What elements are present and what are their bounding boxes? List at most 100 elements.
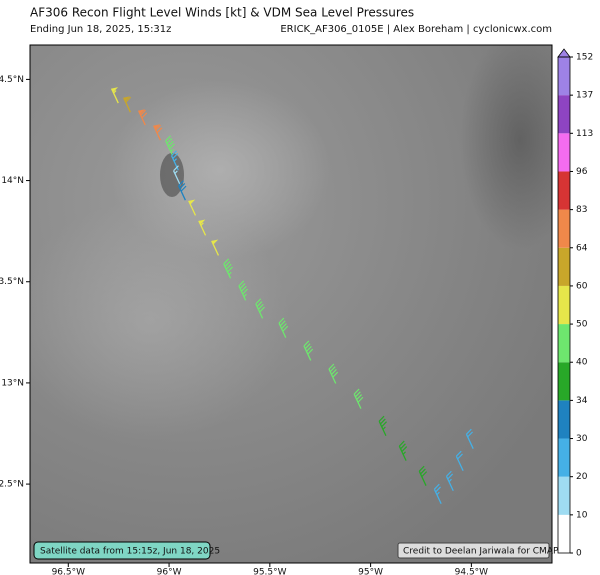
- colorbar-frame: [557, 56, 571, 554]
- barb-feather: [239, 283, 246, 289]
- colorbar-segment: [558, 476, 570, 515]
- x-tick-label: 95°W: [358, 568, 383, 575]
- barb-feather: [165, 135, 172, 142]
- subtitle-left: Ending Jun 18, 2025, 15:31z: [30, 24, 171, 35]
- barb-feather: [169, 143, 175, 150]
- barb-feather: [433, 483, 440, 490]
- colorbar-segment: [558, 324, 570, 363]
- barb-feather: [331, 369, 337, 375]
- wind-barb: [465, 428, 474, 449]
- barb-half: [173, 158, 177, 162]
- wind-barb: [188, 199, 197, 216]
- barb-feather: [259, 306, 265, 313]
- wind-barb: [238, 280, 249, 301]
- wind-barb: [328, 363, 339, 384]
- satellite-note-box: [33, 541, 211, 560]
- barb-pennant: [123, 96, 131, 102]
- barb-feather: [224, 261, 231, 267]
- colorbar-segment: [558, 133, 570, 172]
- barb-feather: [447, 473, 454, 480]
- barb-half: [200, 222, 204, 226]
- colorbar-segment: [558, 209, 570, 248]
- barb-pennant: [188, 199, 196, 205]
- barb-feather: [179, 182, 186, 189]
- colorbar-label: 113: [576, 129, 593, 139]
- barb-staff: [188, 200, 197, 216]
- barb-feather: [223, 258, 230, 265]
- barb-feather: [242, 288, 249, 295]
- barb-feather: [255, 298, 262, 305]
- barb-feather: [141, 112, 148, 119]
- colorbar-label: 96: [576, 167, 588, 177]
- barb-feather: [357, 396, 364, 403]
- barb-feather: [356, 394, 363, 400]
- satellite-image: [30, 45, 552, 563]
- x-tick-label: 94.5°W: [455, 568, 489, 575]
- wind-barb: [223, 258, 233, 279]
- barb-feather: [329, 366, 336, 373]
- barb-feather: [304, 343, 311, 350]
- barb-feather: [353, 388, 360, 395]
- colorbar-label: 34: [576, 396, 588, 406]
- barb-pennant: [211, 239, 219, 245]
- y-tick-label: 14°N: [1, 176, 24, 186]
- colorbar-segment: [558, 57, 570, 96]
- barb-feather: [178, 180, 184, 187]
- x-tick-label: 96°W: [157, 568, 182, 575]
- barb-feather: [306, 345, 312, 352]
- barb-feather: [156, 127, 163, 134]
- y-tick-label: 13.5°N: [0, 277, 24, 287]
- y-tick-label: 13°N: [1, 378, 24, 388]
- barb-feather: [380, 418, 386, 425]
- colorbar-segment: [558, 95, 570, 134]
- wind-barb: [278, 317, 289, 338]
- colorbar-segment: [558, 171, 570, 210]
- barb-feather: [180, 185, 187, 192]
- wind-barb: [123, 96, 132, 113]
- colorbar-segment: [558, 438, 570, 477]
- x-tick-label: 96.5°W: [52, 568, 86, 575]
- barb-feather: [172, 153, 179, 159]
- barb-half: [382, 426, 386, 430]
- map-frame: [29, 44, 553, 564]
- barb-half: [228, 271, 232, 276]
- wind-barb: [137, 109, 148, 126]
- barb-feather: [381, 421, 388, 428]
- barb-feather: [225, 263, 232, 270]
- barb-feather: [328, 363, 335, 370]
- wind-barb: [418, 465, 428, 486]
- colorbar-label: 40: [576, 358, 588, 368]
- barb-feather: [256, 301, 263, 308]
- barb-half: [174, 170, 178, 174]
- barb-feather: [282, 325, 289, 332]
- barb-feather: [401, 446, 408, 452]
- wind-barb: [170, 150, 179, 171]
- colorbar-label: 137: [576, 91, 593, 101]
- barb-feather: [281, 323, 287, 329]
- wind-barb: [455, 450, 464, 472]
- wind-barb: [165, 135, 175, 156]
- wind-barb: [398, 440, 408, 461]
- colorbar-label: 30: [576, 434, 588, 444]
- colorbar-segment: [558, 400, 570, 439]
- barb-feather: [227, 266, 233, 273]
- barb-pennant: [138, 109, 146, 115]
- barb-half: [170, 148, 174, 153]
- colorbar-segment: [558, 247, 570, 286]
- colorbar-segment: [558, 362, 570, 401]
- wind-barb: [353, 388, 364, 409]
- colorbar-label: 83: [576, 205, 587, 215]
- barb-feather: [466, 428, 472, 435]
- barb-half: [243, 293, 247, 298]
- barb-feather: [467, 431, 474, 438]
- barb-half: [448, 478, 452, 483]
- wind-barb: [211, 239, 220, 256]
- wind-barb: [445, 470, 454, 492]
- wind-barb: [303, 340, 314, 361]
- colorbar-label: 50: [576, 320, 588, 330]
- wind-barb: [433, 483, 442, 504]
- barb-feather: [173, 165, 179, 172]
- barb-feather: [279, 320, 286, 327]
- wind-barb: [110, 87, 119, 104]
